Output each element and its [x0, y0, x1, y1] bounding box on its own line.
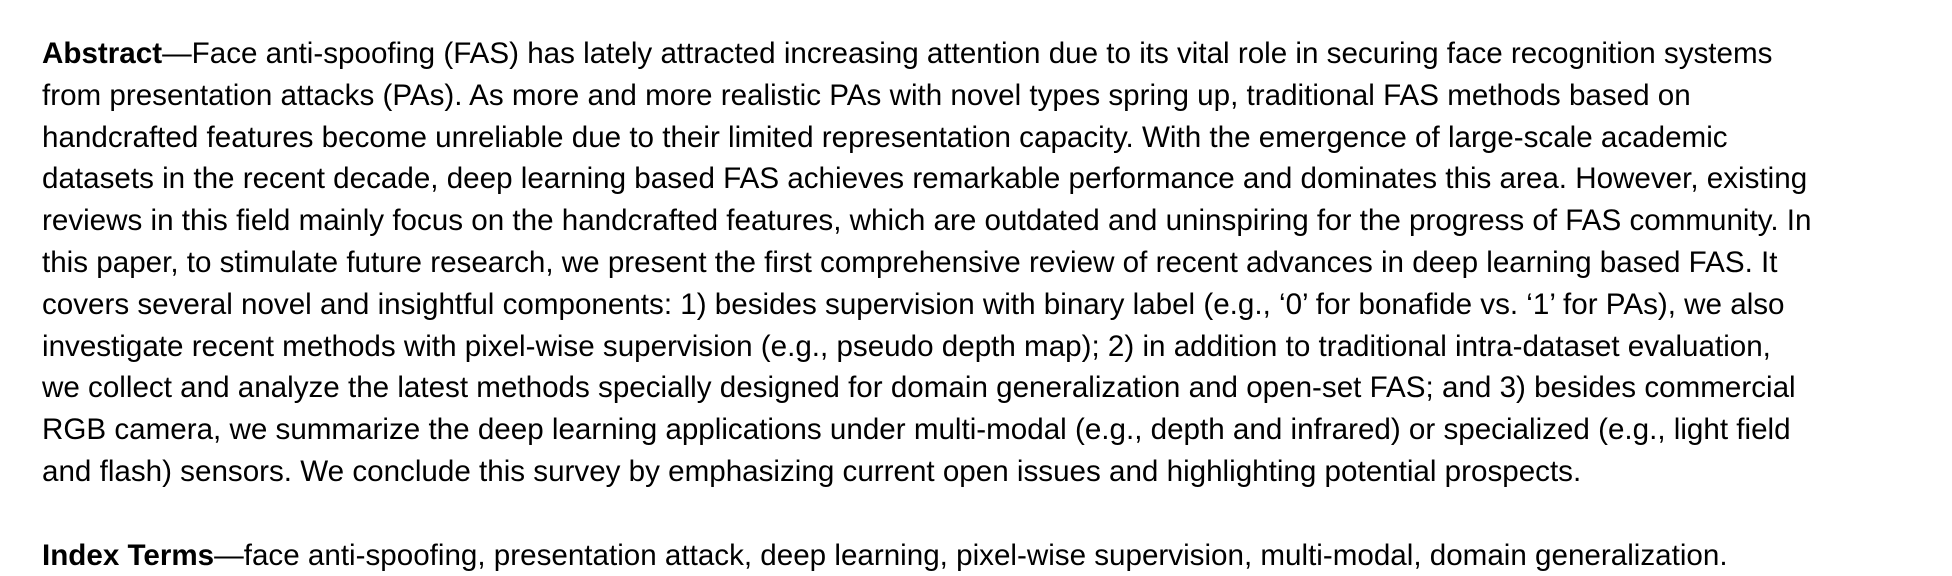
index-terms-text: —face anti-spoofing, presentation attack…	[214, 538, 1728, 572]
abstract-line: from presentation attacks (PAs). As more…	[42, 78, 1691, 112]
abstract-line: Abstract—Face anti-spoofing (FAS) has la…	[42, 33, 1942, 75]
paper-front-matter: Abstract—Face anti-spoofing (FAS) has la…	[42, 33, 1942, 576]
index-terms-label: Index Terms	[42, 538, 215, 572]
abstract-line: investigate recent methods with pixel-wi…	[42, 329, 1771, 363]
abstract-line: this paper, to stimulate future research…	[42, 245, 1778, 279]
abstract-line-text: —Face anti-spoofing (FAS) has lately att…	[162, 37, 1773, 70]
abstract-line: handcrafted features become unreliable d…	[42, 120, 1728, 154]
abstract-line: we collect and analyze the latest method…	[42, 371, 1796, 405]
index-terms-paragraph: Index Terms—face anti-spoofing, presenta…	[42, 535, 1942, 576]
abstract-paragraph: Abstract—Face anti-spoofing (FAS) has la…	[42, 33, 1942, 493]
abstract-label: Abstract	[42, 37, 163, 70]
abstract-line: covers several novel and insightful comp…	[42, 287, 1785, 321]
abstract-line: and flash) sensors. We conclude this sur…	[42, 454, 1582, 488]
abstract-line: reviews in this field mainly focus on th…	[42, 204, 1812, 238]
abstract-line: datasets in the recent decade, deep lear…	[42, 162, 1808, 196]
abstract-line: RGB camera, we summarize the deep learni…	[42, 413, 1791, 447]
